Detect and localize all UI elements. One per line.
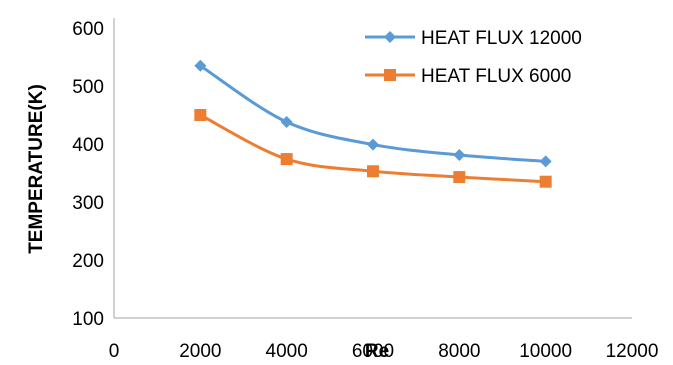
data-point xyxy=(453,149,466,162)
y-tick-label: 500 xyxy=(72,77,104,98)
x-tick-label: 10000 xyxy=(519,341,572,362)
legend-label: HEAT FLUX 6000 xyxy=(421,66,571,87)
y-tick-label: 100 xyxy=(72,309,104,330)
legend-item: HEAT FLUX 6000 xyxy=(365,66,571,87)
y-tick-label: 200 xyxy=(72,251,104,272)
x-tick-label: 2000 xyxy=(179,341,221,362)
y-tick-label: 400 xyxy=(72,135,104,156)
x-tick-label: 4000 xyxy=(266,341,308,362)
series-group xyxy=(194,59,552,168)
x-axis-title: Re xyxy=(365,341,389,362)
x-tick-label: 8000 xyxy=(438,341,480,362)
y-axis-title: TEMPERATURE(K) xyxy=(26,84,47,254)
x-tick-label: 0 xyxy=(109,341,120,362)
legend-item: HEAT FLUX 12000 xyxy=(365,28,582,49)
y-tick-label: 300 xyxy=(72,193,104,214)
chart-series-layer xyxy=(194,59,552,188)
series-group xyxy=(194,109,552,188)
x-tick-label: 6000 xyxy=(352,341,394,362)
data-point xyxy=(539,155,552,168)
data-point xyxy=(280,115,293,128)
legend-marker xyxy=(384,69,396,81)
x-tick-label: 12000 xyxy=(606,341,659,362)
data-point xyxy=(539,175,552,188)
data-point xyxy=(453,171,466,184)
chart-legend: HEAT FLUX 12000 HEAT FLUX 6000 xyxy=(365,28,582,87)
data-point xyxy=(367,138,379,151)
y-tick-label: 600 xyxy=(72,19,104,40)
data-point xyxy=(194,109,207,121)
legend-marker xyxy=(384,31,396,43)
legend-label: HEAT FLUX 12000 xyxy=(421,28,582,49)
data-point xyxy=(367,165,379,178)
data-point xyxy=(194,59,207,72)
data-point xyxy=(280,153,293,166)
